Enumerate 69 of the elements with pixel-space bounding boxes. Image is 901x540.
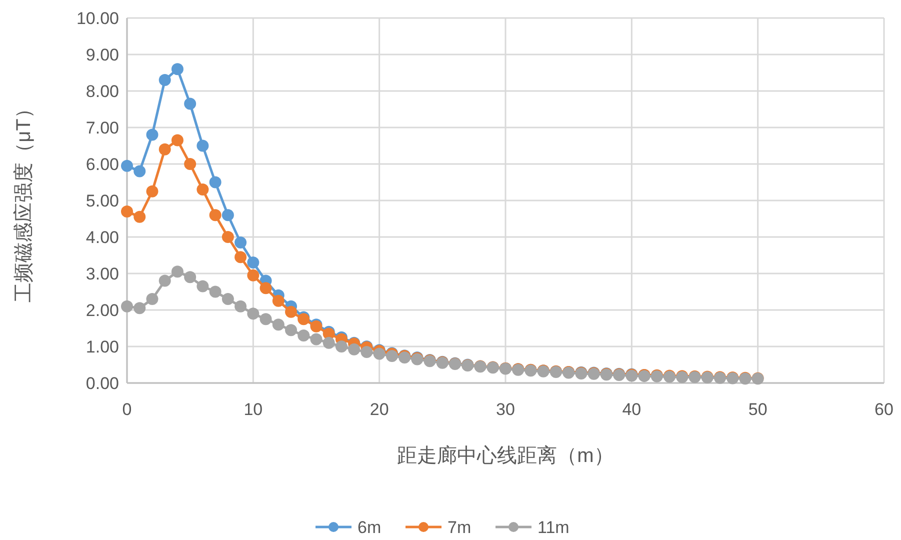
x-tick-label: 0 xyxy=(122,400,132,419)
point xyxy=(134,165,146,178)
point xyxy=(146,293,158,306)
legend-label: 7m xyxy=(448,518,472,537)
point xyxy=(121,160,133,172)
point xyxy=(298,330,310,342)
y-tick-label: 10.00 xyxy=(76,8,119,28)
y-tick-label: 5.00 xyxy=(86,191,119,210)
point xyxy=(121,205,133,218)
point xyxy=(272,318,284,331)
point xyxy=(158,143,171,156)
point xyxy=(260,313,272,326)
x-tick-label: 30 xyxy=(496,400,515,419)
point xyxy=(285,324,298,336)
point xyxy=(222,231,234,243)
x-tick-label: 50 xyxy=(748,400,768,419)
y-tick-label: 7.00 xyxy=(86,118,119,138)
point xyxy=(234,300,247,312)
point xyxy=(184,158,196,170)
point xyxy=(196,140,209,152)
legend-label: 6m xyxy=(358,518,382,537)
point xyxy=(134,210,146,223)
x-axis-title: 距走廊中心线距离（m） xyxy=(397,445,614,467)
point xyxy=(222,209,234,222)
point xyxy=(171,134,184,146)
point xyxy=(184,271,196,284)
x-tick-label: 20 xyxy=(370,400,389,419)
y-tick-label: 9.00 xyxy=(86,45,119,64)
y-tick-label: 4.00 xyxy=(86,228,119,247)
point xyxy=(158,274,171,287)
point xyxy=(348,343,360,356)
point xyxy=(134,302,146,314)
point xyxy=(310,333,322,346)
point xyxy=(171,63,184,76)
point xyxy=(285,306,298,318)
y-tick-label: 3.00 xyxy=(86,264,119,284)
y-tick-label: 1.00 xyxy=(86,337,119,356)
point xyxy=(158,74,171,86)
y-tick-label: 8.00 xyxy=(86,82,119,101)
point xyxy=(209,209,222,222)
point xyxy=(335,340,348,352)
point xyxy=(209,286,222,298)
point xyxy=(260,282,272,294)
point xyxy=(247,256,260,269)
point xyxy=(146,185,158,198)
point xyxy=(360,346,373,358)
point xyxy=(196,280,209,292)
point xyxy=(272,294,284,307)
legend-label: 11m xyxy=(538,518,570,537)
y-tick-label: 0.00 xyxy=(86,374,119,393)
point xyxy=(234,251,247,264)
y-tick-label: 6.00 xyxy=(86,154,119,174)
point xyxy=(184,98,196,110)
point xyxy=(146,128,158,141)
point xyxy=(247,269,260,282)
point xyxy=(222,293,234,306)
point xyxy=(171,266,184,278)
x-tick-label: 10 xyxy=(244,400,263,419)
point xyxy=(234,236,247,248)
point xyxy=(247,308,260,320)
y-tick-label: 2.00 xyxy=(86,300,119,320)
y-axis-title: 工频磁感应强度（μT） xyxy=(13,98,35,302)
point xyxy=(209,176,222,188)
point xyxy=(322,336,335,349)
x-tick-label: 60 xyxy=(874,400,894,419)
point xyxy=(196,184,209,196)
point xyxy=(121,300,133,312)
x-tick-label: 40 xyxy=(622,400,642,419)
point xyxy=(373,348,386,360)
